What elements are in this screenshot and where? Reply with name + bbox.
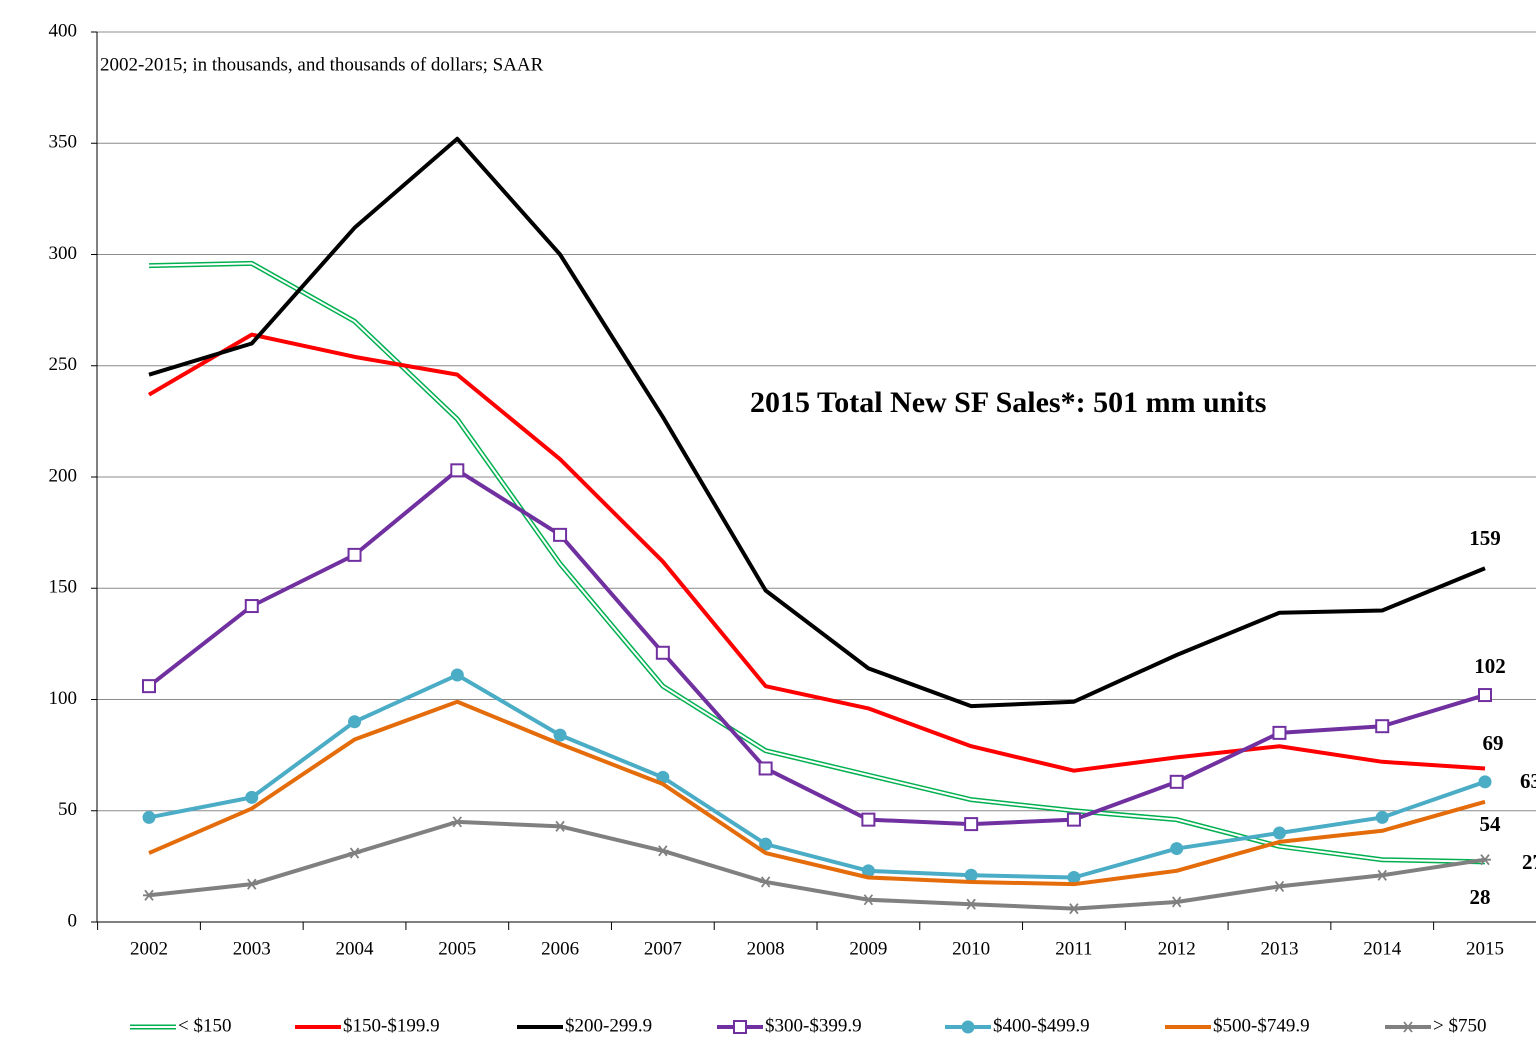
x-tick-label: 2005 [438,938,476,959]
legend-label: $400-$499.9 [993,1015,1090,1036]
data-label: 102 [1474,654,1506,678]
data-label: 159 [1469,526,1501,550]
marker [964,868,978,882]
y-tick-label: 200 [49,465,78,486]
marker [1273,880,1286,892]
data-label: 28 [1470,885,1491,909]
marker [964,817,979,832]
series-line-inner [148,262,1486,863]
x-tick-label: 2002 [130,938,168,959]
x-tick-label: 2012 [1158,938,1196,959]
y-tick-label: 300 [49,243,78,264]
series-line [148,819,1486,911]
data-label: 27 [1522,850,1536,874]
marker [1169,774,1184,789]
series-line [148,136,1486,709]
y-tick-label: 350 [49,132,78,153]
marker [1402,1021,1414,1033]
x-tick-label: 2015 [1466,938,1504,959]
series-line [148,673,1486,880]
marker [143,889,155,901]
x-tick-label: 2009 [849,938,887,959]
marker [450,463,465,478]
marker [861,864,875,878]
y-tick-label: 100 [49,688,78,709]
y-tick-label: 250 [49,354,78,375]
marker [451,816,464,828]
marker [553,527,568,542]
marker [862,894,875,906]
marker [142,810,156,824]
data-label: 63 [1520,769,1536,793]
marker [348,847,361,859]
marker [1067,903,1080,915]
y-tick-label: 400 [49,20,78,41]
marker [1478,775,1492,789]
x-tick-label: 2010 [952,938,990,959]
marker [1272,826,1286,840]
marker [861,812,876,827]
x-tick-label: 2008 [747,938,785,959]
marker [1375,810,1389,824]
series-line [147,468,1486,827]
x-tick-label: 2013 [1260,938,1298,959]
y-tick-label: 50 [58,799,77,820]
marker [245,790,259,804]
marker [1376,869,1389,881]
legend-label: $200-299.9 [565,1015,652,1036]
marker [1170,842,1184,856]
marker [656,845,669,857]
marker [758,761,773,776]
subtitle: 2002-2015; in thousands, and thousands o… [100,54,544,75]
marker [553,728,567,742]
marker [245,878,258,890]
marker [759,876,772,888]
marker [1375,719,1390,734]
y-tick-label: 0 [68,910,78,931]
legend-label: $300-$399.9 [765,1015,862,1036]
x-tick-label: 2014 [1363,938,1402,959]
data-label: 69 [1483,731,1504,755]
legend-label: $500-$749.9 [1213,1015,1310,1036]
marker [1479,854,1491,866]
series-line [147,332,1486,773]
marker [347,547,362,562]
data-label: 54 [1480,812,1502,836]
legend-label: > $750 [1433,1015,1486,1036]
marker [1272,725,1287,740]
x-tick-label: 2011 [1055,938,1092,959]
marker [1170,896,1183,908]
marker [655,645,670,660]
x-tick-label: 2003 [233,938,271,959]
marker [965,898,978,910]
marker [759,837,773,851]
marker [244,599,259,614]
marker [733,1020,747,1034]
marker [656,770,670,784]
marker [1478,688,1492,703]
x-tick-label: 2007 [644,938,682,959]
x-tick-label: 2004 [336,938,375,959]
x-tick-label: 2006 [541,938,579,959]
marker [554,820,567,832]
series-line [148,260,1486,865]
series-line [148,699,1486,887]
legend-label: < $150 [178,1015,231,1036]
legend-label: $150-$199.9 [343,1015,440,1036]
marker [348,715,362,729]
annotation: 2015 Total New SF Sales*: 501 mm units [750,386,1266,419]
marker [1066,812,1081,827]
marker [142,679,156,694]
marker [961,1020,975,1034]
y-tick-label: 150 [49,577,78,598]
marker [1067,871,1081,884]
marker [450,668,464,682]
